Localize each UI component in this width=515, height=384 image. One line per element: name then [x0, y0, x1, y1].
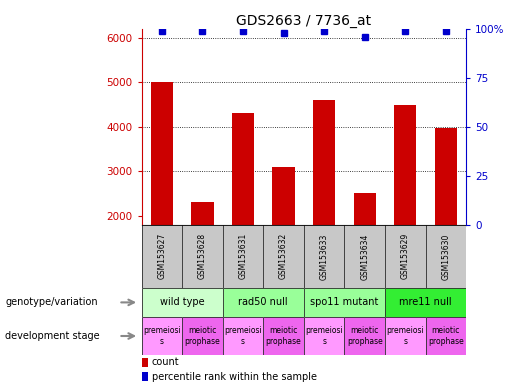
Text: GSM153627: GSM153627 [158, 233, 166, 280]
Text: wild type: wild type [160, 297, 204, 308]
Text: premeiosi
s: premeiosi s [386, 326, 424, 346]
Text: meiotic
prophase: meiotic prophase [347, 326, 383, 346]
Bar [142, 372, 148, 381]
Text: mre11 null: mre11 null [399, 297, 452, 308]
Text: meiotic
prophase: meiotic prophase [266, 326, 301, 346]
Bar [353, 193, 376, 225]
Text: genotype/variation: genotype/variation [5, 297, 98, 308]
Bar [272, 167, 295, 225]
Text: meiotic
prophase: meiotic prophase [184, 326, 220, 346]
Text: GSM153629: GSM153629 [401, 233, 410, 280]
Text: premeiosi
s: premeiosi s [305, 326, 343, 346]
Bar [191, 202, 214, 225]
Text: GSM153630: GSM153630 [441, 233, 450, 280]
Bar [151, 82, 173, 225]
Bar [232, 113, 254, 225]
Text: GSM153632: GSM153632 [279, 233, 288, 280]
Text: GSM153634: GSM153634 [360, 233, 369, 280]
Text: development stage: development stage [5, 331, 100, 341]
Title: GDS2663 / 7736_at: GDS2663 / 7736_at [236, 14, 371, 28]
Text: premeiosi
s: premeiosi s [143, 326, 181, 346]
Bar [394, 105, 417, 225]
Text: count: count [152, 358, 179, 367]
Text: meiotic
prophase: meiotic prophase [428, 326, 464, 346]
Text: rad50 null: rad50 null [238, 297, 288, 308]
Text: GSM153628: GSM153628 [198, 233, 207, 280]
Text: percentile rank within the sample: percentile rank within the sample [152, 372, 317, 382]
Bar [435, 127, 457, 225]
Text: spo11 mutant: spo11 mutant [310, 297, 379, 308]
Bar [142, 358, 148, 367]
Bar [313, 100, 335, 225]
Text: GSM153631: GSM153631 [238, 233, 248, 280]
Text: premeiosi
s: premeiosi s [224, 326, 262, 346]
Text: GSM153633: GSM153633 [320, 233, 329, 280]
